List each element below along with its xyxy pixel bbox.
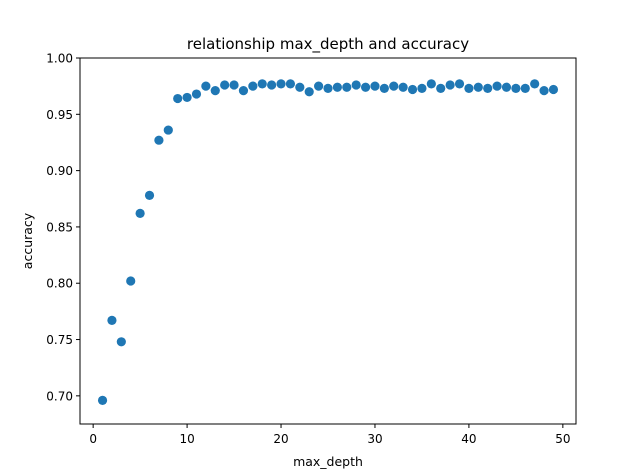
data-point bbox=[220, 80, 230, 90]
data-point bbox=[483, 83, 493, 94]
data-point bbox=[257, 79, 267, 89]
data-point bbox=[182, 92, 192, 103]
data-point bbox=[464, 83, 474, 94]
data-point bbox=[295, 82, 305, 92]
y-axis-label: accuracy bbox=[20, 212, 35, 269]
data-point bbox=[436, 83, 446, 94]
data-point bbox=[370, 81, 380, 91]
data-point bbox=[360, 82, 371, 92]
data-point bbox=[351, 80, 361, 90]
x-axis: 0 10 20 30 40 50 bbox=[89, 424, 570, 446]
y-tick-label: 0.95 bbox=[46, 108, 73, 122]
x-tick-label: 0 bbox=[89, 432, 97, 446]
data-point bbox=[191, 89, 202, 99]
data-point bbox=[332, 82, 342, 92]
data-point bbox=[229, 80, 239, 90]
plot-frame bbox=[79, 57, 577, 425]
data-point bbox=[426, 79, 436, 89]
data-point bbox=[285, 79, 296, 89]
data-point bbox=[530, 79, 540, 89]
data-point bbox=[135, 208, 145, 219]
x-tick-label: 50 bbox=[555, 432, 570, 446]
data-point bbox=[163, 125, 173, 135]
data-point bbox=[107, 315, 117, 325]
data-point bbox=[407, 84, 418, 95]
data-point bbox=[267, 80, 277, 90]
data-point bbox=[314, 81, 324, 91]
y-tick-label: 0.75 bbox=[46, 333, 73, 347]
y-tick-label: 0.90 bbox=[46, 164, 73, 178]
data-point bbox=[144, 190, 155, 200]
data-point bbox=[454, 79, 465, 89]
data-point bbox=[539, 86, 549, 96]
x-tick-label: 10 bbox=[179, 432, 194, 446]
y-tick-label: 0.80 bbox=[46, 277, 73, 291]
plot-area bbox=[79, 57, 577, 425]
y-tick-label: 0.70 bbox=[46, 389, 73, 403]
data-point bbox=[201, 81, 211, 91]
x-tick-label: 30 bbox=[367, 432, 382, 446]
data-point bbox=[520, 83, 530, 94]
data-point bbox=[445, 80, 455, 90]
data-points bbox=[97, 79, 559, 405]
x-tick-label: 40 bbox=[461, 432, 476, 446]
data-point bbox=[210, 86, 220, 96]
data-point bbox=[116, 337, 126, 347]
data-point bbox=[173, 93, 183, 104]
data-point bbox=[379, 83, 389, 94]
data-point bbox=[417, 83, 427, 94]
data-point bbox=[473, 82, 483, 92]
data-point bbox=[389, 81, 399, 91]
data-point bbox=[97, 395, 108, 405]
data-point bbox=[126, 276, 136, 286]
y-axis: 0.70 0.75 0.80 0.85 0.90 0.95 1.00 bbox=[46, 52, 80, 403]
data-point bbox=[248, 81, 258, 91]
data-point bbox=[501, 82, 512, 92]
data-point bbox=[304, 87, 314, 97]
data-point bbox=[492, 81, 502, 91]
data-point bbox=[154, 135, 164, 145]
y-tick-label: 0.85 bbox=[46, 220, 73, 234]
data-point bbox=[398, 82, 408, 92]
data-point bbox=[342, 82, 352, 92]
data-point bbox=[548, 84, 559, 95]
x-axis-label: max_depth bbox=[293, 454, 363, 469]
x-tick-label: 20 bbox=[273, 432, 288, 446]
data-point bbox=[511, 83, 521, 94]
data-point bbox=[238, 86, 249, 96]
data-point bbox=[323, 83, 333, 94]
chart-title: relationship max_depth and accuracy bbox=[187, 35, 469, 54]
y-tick-label: 1.00 bbox=[46, 52, 73, 66]
data-point bbox=[276, 79, 286, 89]
